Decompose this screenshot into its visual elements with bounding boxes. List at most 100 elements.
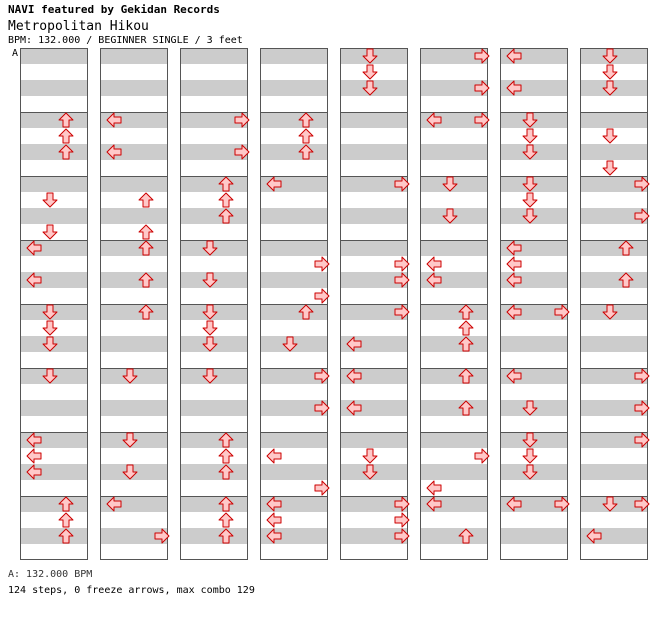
beat-stripe [260,96,328,112]
beat-stripe [580,336,648,352]
chart-column [500,48,568,560]
beat-stripe [20,464,88,480]
beat-stripe [20,400,88,416]
measure [340,304,408,368]
beat-stripe [180,256,248,272]
beat-stripe [580,240,648,256]
bpm-marker-label: A [12,48,19,59]
beat-stripe [100,400,168,416]
beat-stripe [340,272,408,288]
measure [340,240,408,304]
right-arrow-icon [314,288,330,304]
beat-stripe [420,112,488,128]
beat-stripe [340,320,408,336]
down-arrow-icon [522,176,538,192]
measure [20,112,88,176]
measure [100,368,168,432]
beat-stripe [260,128,328,144]
down-arrow-icon [42,192,58,208]
right-arrow-icon [634,432,650,448]
measure [20,432,88,496]
beat-stripe [260,320,328,336]
beat-stripe [100,64,168,80]
beat-stripe [500,528,568,544]
down-arrow-icon [202,272,218,288]
beat-stripe [20,256,88,272]
chart-title: NAVI featured by Gekidan Records [8,3,220,16]
beat-stripe [180,416,248,432]
beat-stripe [580,112,648,128]
right-arrow-icon [634,176,650,192]
measure [260,496,328,560]
beat-stripe [580,144,648,160]
beat-stripe [340,528,408,544]
down-arrow-icon [602,80,618,96]
beat-stripe [420,336,488,352]
measure [20,240,88,304]
beat-stripe [580,528,648,544]
beat-stripe [180,80,248,96]
beat-stripe [20,416,88,432]
beat-stripe [580,432,648,448]
left-arrow-icon [266,496,282,512]
beat-stripe [260,208,328,224]
up-arrow-icon [58,144,74,160]
measure [420,368,488,432]
bpm-summary: A: 132.000 BPM [8,569,93,580]
beat-stripe [100,304,168,320]
beat-stripe [500,544,568,560]
beat-stripe [340,112,408,128]
beat-stripe [420,480,488,496]
measure [580,368,648,432]
right-arrow-icon [634,400,650,416]
beat-stripe [180,544,248,560]
beat-stripe [500,256,568,272]
right-arrow-icon [554,304,570,320]
beat-stripe [500,384,568,400]
chart-column [180,48,248,560]
beat-stripe [20,528,88,544]
down-arrow-icon [522,464,538,480]
beat-stripe [260,544,328,560]
beat-stripe [580,512,648,528]
beat-stripe [580,272,648,288]
beat-stripe [180,432,248,448]
down-arrow-icon [362,464,378,480]
step-stats: 124 steps, 0 freeze arrows, max combo 12… [8,585,255,596]
beat-stripe [500,512,568,528]
beat-stripe [180,48,248,64]
beat-stripe [420,320,488,336]
beat-stripe [500,240,568,256]
down-arrow-icon [522,192,538,208]
beat-stripe [260,352,328,368]
beat-stripe [260,160,328,176]
beat-stripe [20,288,88,304]
down-arrow-icon [522,144,538,160]
measure [260,432,328,496]
up-arrow-icon [58,512,74,528]
left-arrow-icon [266,176,282,192]
beat-stripe [260,272,328,288]
beat-stripe [580,192,648,208]
down-arrow-icon [42,320,58,336]
beat-stripe [100,448,168,464]
beat-stripe [340,544,408,560]
right-arrow-icon [234,144,250,160]
beat-stripe [180,288,248,304]
down-arrow-icon [362,48,378,64]
beat-stripe [260,192,328,208]
beat-stripe [100,192,168,208]
up-arrow-icon [138,192,154,208]
beat-stripe [340,352,408,368]
down-arrow-icon [362,64,378,80]
measure [260,176,328,240]
beat-stripe [500,160,568,176]
left-arrow-icon [106,144,122,160]
left-arrow-icon [106,496,122,512]
beat-stripe [20,352,88,368]
up-arrow-icon [458,368,474,384]
beat-stripe [20,176,88,192]
left-arrow-icon [266,448,282,464]
beat-stripe [260,112,328,128]
measure [500,240,568,304]
